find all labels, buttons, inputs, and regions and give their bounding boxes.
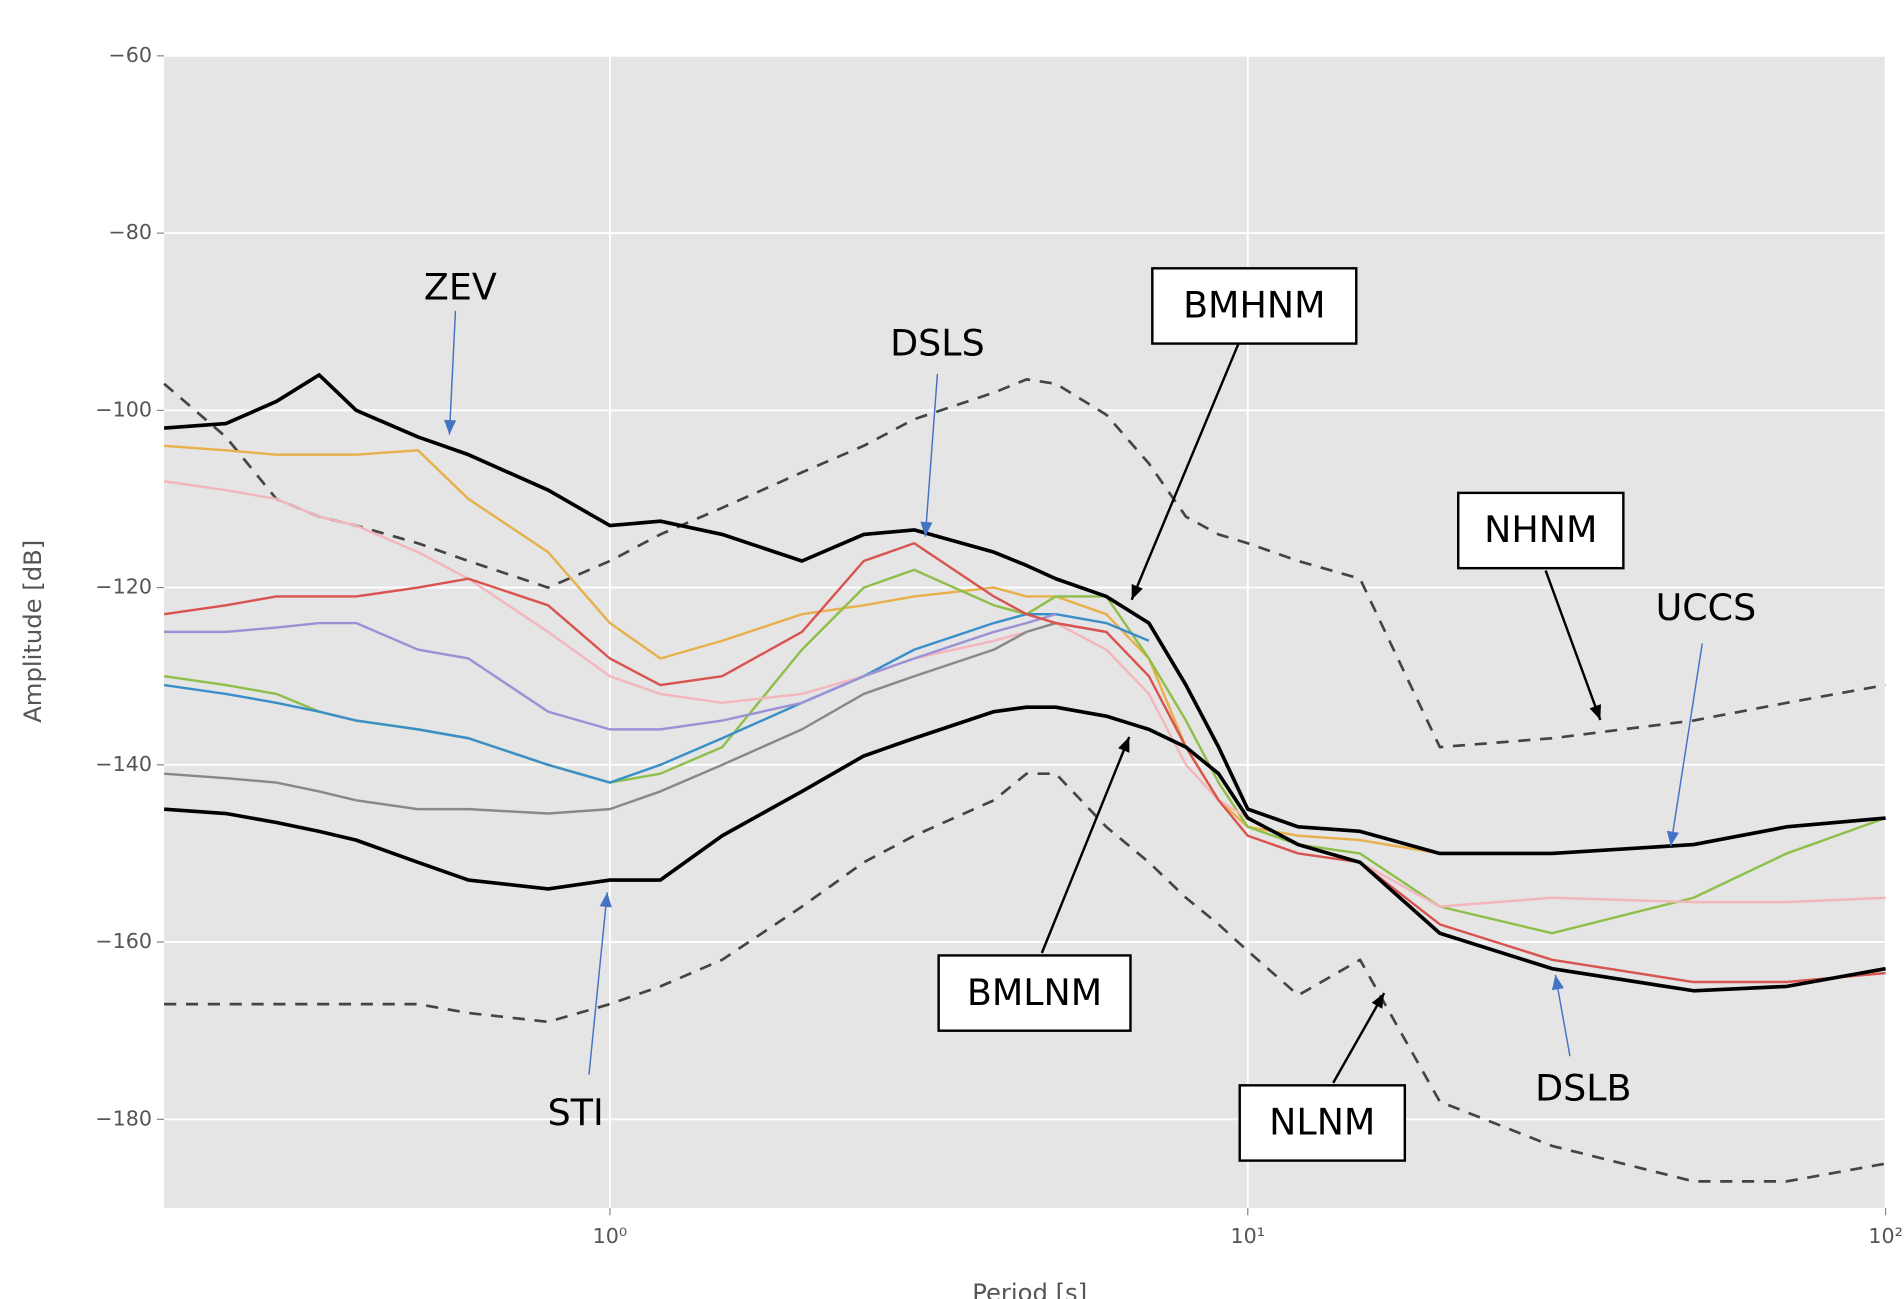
- x-tick-label: 10⁰: [593, 1224, 628, 1248]
- y-tick-label: −100: [95, 397, 152, 421]
- annotation-arrow: [1544, 570, 1602, 721]
- arrow-head: [1589, 704, 1601, 720]
- series-line: [164, 613, 1057, 731]
- annotation-arrow: [1040, 736, 1131, 954]
- annotation-arrow: [1669, 643, 1703, 847]
- annotation-label: NLNM: [1269, 1101, 1375, 1144]
- annotation-arrow: [448, 310, 457, 435]
- annotation-label: NHNM: [1484, 508, 1597, 551]
- grid: −60 −80 −100 −120 −140 −160 −180 10⁰ 10¹ 10²: [95, 43, 1903, 1248]
- annotation-label: ZEV: [424, 265, 497, 308]
- arrow-head: [920, 521, 933, 537]
- y-tick-label: −180: [95, 1106, 152, 1130]
- y-tick-label: −80: [108, 220, 152, 244]
- annotation-box: [1457, 491, 1625, 570]
- annotation-box: [937, 954, 1132, 1032]
- series-line: [163, 542, 1886, 984]
- annotation-box: [1151, 267, 1358, 345]
- annotation-arrow: [1332, 992, 1386, 1084]
- arrow-head: [1118, 736, 1130, 753]
- annotation-arrow: [588, 892, 608, 1075]
- arrow-head: [1131, 583, 1143, 600]
- x-tick-label: 10¹: [1230, 1224, 1265, 1248]
- y-tick-label: −60: [108, 43, 152, 67]
- annotation-arrow: [1130, 343, 1240, 601]
- y-axis-label: Amplitude [dB]: [18, 540, 47, 723]
- series-line: [163, 705, 1886, 993]
- lines: [163, 373, 1886, 1183]
- arrow-head: [1666, 830, 1679, 847]
- annotation-arrow: [924, 373, 939, 537]
- arrow-head: [1551, 974, 1564, 991]
- arrow-head: [444, 419, 457, 435]
- series-line: [164, 444, 1886, 855]
- x-tick-label: 10²: [1868, 1224, 1903, 1248]
- annotation-label: BMLNM: [967, 971, 1102, 1014]
- series-line: [164, 621, 1107, 815]
- x-axis-label: Period [s]: [972, 1278, 1087, 1299]
- annotation-label: STI: [548, 1091, 604, 1134]
- y-tick-label: −140: [95, 752, 152, 776]
- y-tick-label: −120: [95, 575, 152, 599]
- annotation-label: BMHNM: [1183, 284, 1325, 327]
- annotations: ZEV DSLS STI UCCS DSLB NHNM NLNM BMHNM BMLNM: [424, 265, 1757, 1162]
- series-line: [163, 378, 1886, 749]
- annotation-box: [1238, 1084, 1407, 1162]
- arrow-head: [1371, 993, 1385, 1009]
- series-line: [163, 373, 1886, 856]
- series-line: [163, 480, 1886, 908]
- annotation-label: UCCS: [1656, 586, 1757, 629]
- annotation-label: DSLB: [1535, 1067, 1631, 1110]
- arrow-head: [599, 892, 612, 908]
- annotation-label: DSLS: [890, 321, 985, 364]
- y-tick-label: −160: [95, 929, 152, 953]
